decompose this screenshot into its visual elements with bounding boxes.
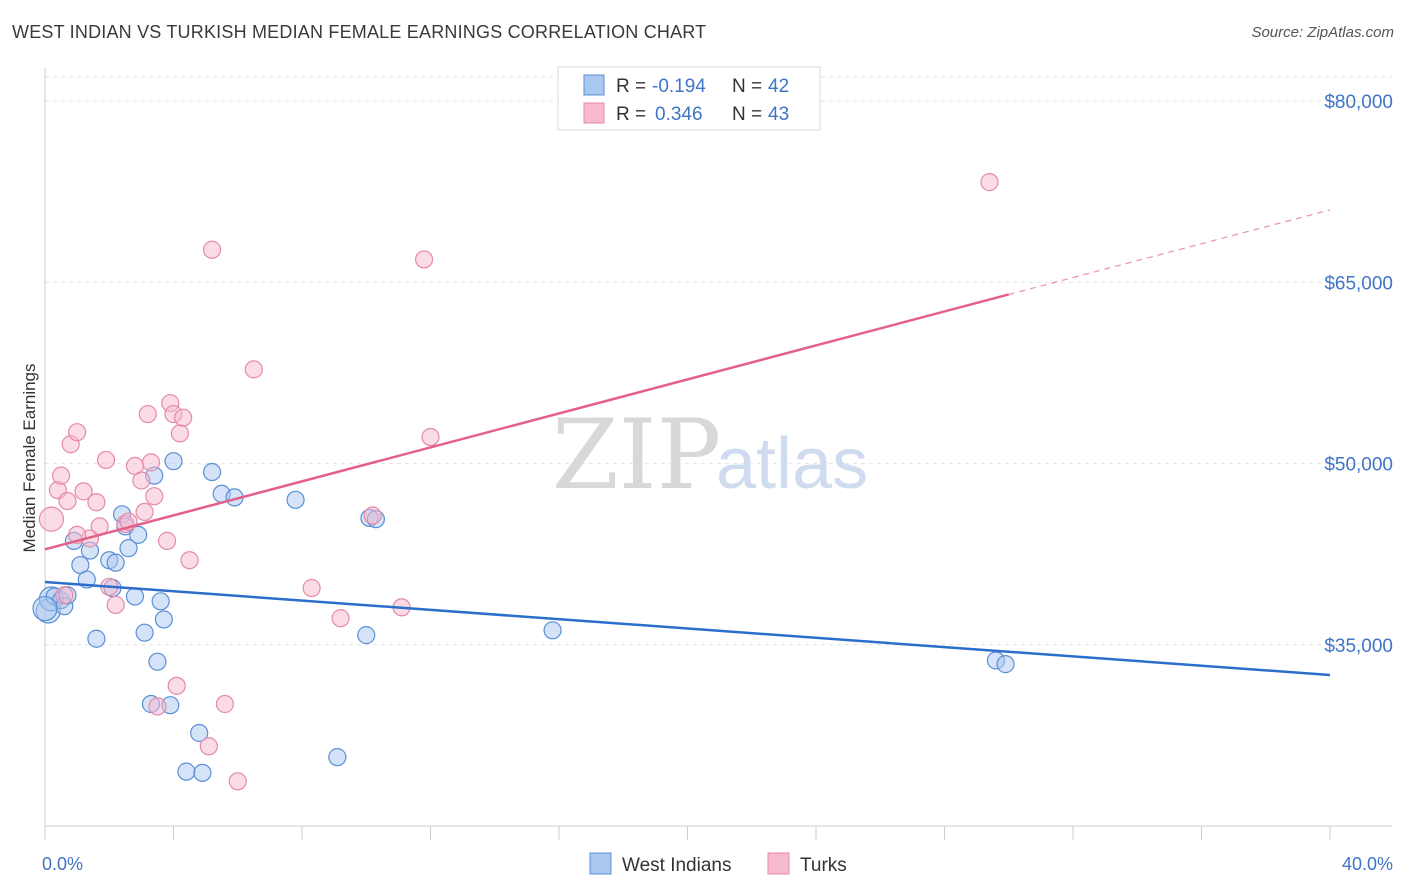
turks-point-38: [980, 173, 999, 192]
west-indians-point-23: [151, 592, 170, 611]
west-indians-point-35: [357, 626, 376, 645]
legend-r-label-2: R =: [616, 104, 646, 125]
turks-point-34: [363, 506, 382, 525]
turks-point-16: [135, 502, 154, 522]
turks-point-29: [215, 694, 234, 714]
turks-point-25: [174, 408, 193, 427]
legend-swatch-pink: [583, 102, 605, 124]
y-axis-label: Median Female Earnings: [20, 364, 39, 553]
west-indians-point-41: [32, 595, 58, 622]
x-tick-label-1: 40.0%: [1342, 854, 1393, 874]
turks-point-28: [202, 240, 222, 259]
turks-point-31: [244, 360, 263, 379]
turks-point-17: [138, 404, 157, 424]
west-indians-point-34: [328, 748, 347, 767]
legend-swatch-turks: [767, 852, 790, 875]
legend-n-label-1: N =: [732, 76, 762, 97]
x-tick-labels: 0.0% 40.0%: [42, 854, 1393, 874]
legend-r-value-2: 0.346: [655, 104, 703, 125]
turks-point-32: [302, 578, 321, 598]
x-tick-label-0: 0.0%: [42, 854, 83, 874]
y-tick-label-2: $65,000: [1324, 273, 1393, 294]
turks-point-2: [51, 466, 71, 485]
correlation-legend: R = -0.194 N = 42 R = 0.346 N = 43: [557, 66, 821, 131]
west-indians-point-33: [286, 490, 305, 509]
turks-point-12: [106, 595, 125, 615]
west-indians-point-26: [164, 452, 183, 471]
west-indians-point-10: [87, 629, 106, 648]
turks-point-15: [132, 471, 151, 490]
turks-point-24: [170, 424, 190, 443]
y-tick-label-1: $50,000: [1324, 455, 1393, 476]
west-indians-point-28: [190, 723, 209, 743]
legend-n-label-2: N =: [732, 104, 762, 125]
turks-point-36: [414, 250, 434, 269]
turks-point-23: [167, 676, 186, 695]
y-tick-label-3: $80,000: [1324, 92, 1393, 113]
turks-trend-line: [44, 293, 1010, 551]
legend-swatch-blue: [583, 74, 605, 96]
west-indians-point-22: [148, 652, 167, 671]
legend-n-value-1: 42: [768, 76, 789, 97]
west-indians-point-18: [129, 525, 148, 544]
turks-point-20: [157, 531, 177, 550]
west-indians-point-40: [996, 655, 1015, 674]
legend-label-west-indians: West Indians: [622, 855, 731, 876]
turks-point-8: [87, 493, 106, 512]
turks-trend-line-extension: [1008, 209, 1331, 296]
west-indians-point-17: [125, 587, 145, 606]
west-indians-point-29: [193, 763, 212, 782]
axes: [44, 68, 1392, 840]
turks-point-18: [145, 487, 164, 506]
trend-lines: [44, 209, 1331, 677]
legend-n-value-2: 43: [768, 104, 789, 125]
turks-point-37: [421, 427, 440, 447]
turks-point-41: [55, 586, 74, 605]
west-indians-trend-line: [44, 580, 1331, 677]
west-indians-point-27: [177, 762, 196, 781]
turks-point-5: [68, 423, 87, 442]
series-turks: [38, 173, 999, 791]
turks-point-19: [148, 697, 167, 716]
watermark-atlas: atlas: [716, 424, 868, 504]
legend-r-label-1: R =: [616, 76, 646, 97]
west-indians-point-24: [154, 610, 173, 629]
turks-point-6: [74, 482, 93, 501]
turks-point-26: [180, 551, 199, 570]
legend-label-turks: Turks: [800, 855, 847, 876]
west-indians-point-30: [202, 462, 222, 482]
y-tick-label-0: $35,000: [1324, 636, 1393, 657]
watermark-zip: ZIP: [552, 399, 721, 511]
west-indians-point-16: [119, 539, 138, 558]
west-indians-point-13: [106, 553, 125, 572]
chart-title: WEST INDIAN VS TURKISH MEDIAN FEMALE EAR…: [12, 22, 707, 42]
west-indians-point-19: [135, 623, 154, 642]
turks-point-27: [199, 737, 218, 756]
legend-swatch-west-indians: [589, 852, 612, 875]
grid-lines: [45, 76, 1392, 646]
turks-point-33: [331, 609, 350, 628]
turks-point-10: [96, 450, 116, 470]
y-tick-labels: $35,000 $50,000 $65,000 $80,000: [1324, 92, 1393, 657]
legend-r-value-1: -0.194: [652, 76, 706, 97]
west-indians-point-38: [543, 621, 562, 640]
turks-point-3: [58, 491, 77, 511]
source-label: Source: ZipAtlas.com: [1251, 24, 1394, 41]
series-legend: West Indians Turks: [589, 852, 847, 876]
turks-point-30: [228, 772, 247, 791]
turks-point-42: [141, 453, 161, 472]
turks-point-0: [38, 506, 65, 532]
